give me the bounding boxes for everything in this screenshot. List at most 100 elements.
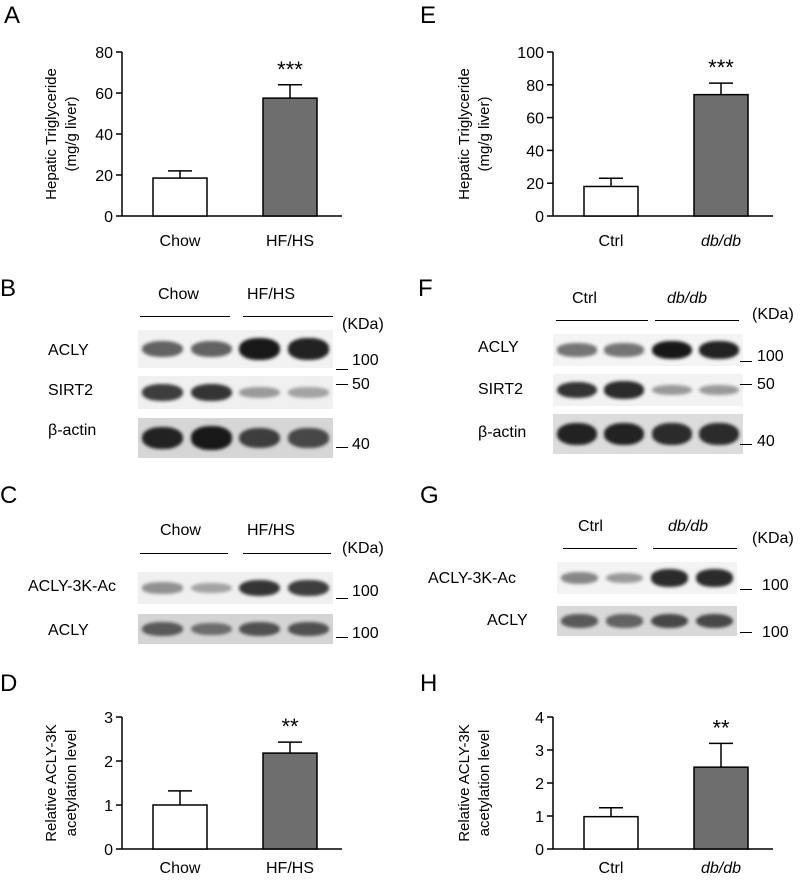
mw-tick <box>336 598 348 599</box>
mw-tick <box>740 444 752 445</box>
group-label-hfhs: HF/HS <box>247 286 295 303</box>
blot-band <box>239 386 281 399</box>
y-tick-label: 2 <box>535 776 544 793</box>
row-label-acly: ACLY <box>478 339 519 356</box>
blot-band <box>190 340 232 358</box>
row-label-acly: ACLY <box>48 342 89 359</box>
significance-label: *** <box>708 55 734 80</box>
blot-band <box>556 343 597 357</box>
bar <box>262 752 318 850</box>
blot-strip-sirt2 <box>553 374 743 406</box>
blot-band <box>604 422 645 446</box>
group-line-chow <box>140 316 230 317</box>
row-label-beta-actin: β-actin <box>48 422 97 439</box>
group-line-hfhs <box>243 553 331 554</box>
blot-strip-acly-3k-ac <box>557 562 737 594</box>
blot-strip-acly <box>138 330 333 368</box>
kda-label: (KDa) <box>752 530 794 547</box>
group-label-ctrl: Ctrl <box>572 290 597 307</box>
panel-letter-a: A <box>4 2 21 29</box>
y-tick-label: 1 <box>535 809 544 826</box>
blot-strip-beta-actin <box>138 418 333 458</box>
bar <box>583 185 639 217</box>
blot-band <box>239 337 281 361</box>
mw-tick <box>740 632 752 633</box>
y-axis-label: (mg/g liver) <box>63 96 80 171</box>
bar <box>152 804 208 850</box>
y-tick-label: 80 <box>526 78 544 95</box>
bar-chart-acetylation-chow: 0 1 2 3 Relative ACLY-3K acetylation level Cho… <box>43 710 342 877</box>
blot-band <box>699 423 740 445</box>
group-label-ctrl: Ctrl <box>578 518 603 535</box>
panel-letter-f: F <box>418 275 433 302</box>
y-tick-label: 80 <box>95 45 113 62</box>
y-tick-label: 3 <box>535 743 544 760</box>
y-axis-label: acetylation level <box>476 730 493 837</box>
blot-band <box>239 427 281 449</box>
mw-label-100: 100 <box>352 352 379 369</box>
blot-band <box>651 340 692 360</box>
blot-band <box>288 338 330 360</box>
blot-band <box>190 426 232 450</box>
group-label-chow: Chow <box>158 286 199 303</box>
kda-label: (KDa) <box>342 540 384 557</box>
category-label: Chow <box>160 233 201 250</box>
panel-letter-h: H <box>420 670 438 697</box>
significance-label: ** <box>281 714 299 739</box>
blot-band <box>556 381 597 399</box>
y-axis-label: Hepatic Triglyceride <box>43 68 60 200</box>
blot-band <box>239 579 281 597</box>
category-label: Ctrl <box>599 233 624 250</box>
panel-letter-c: C <box>0 482 18 509</box>
blot-band <box>141 384 183 401</box>
blot-band <box>239 621 281 637</box>
significance-label: ** <box>712 715 730 740</box>
group-line-ctrl <box>556 320 648 321</box>
y-tick-label: 0 <box>104 842 113 859</box>
mw-label-50: 50 <box>757 376 775 393</box>
panel-letter-g: G <box>420 482 439 509</box>
category-label: db/db <box>701 860 741 877</box>
blot-band <box>605 572 644 584</box>
group-line-ctrl <box>563 548 637 549</box>
blot-band <box>560 572 599 584</box>
row-label-acly: ACLY <box>487 612 528 629</box>
blot-band <box>695 569 734 587</box>
blot-band <box>141 426 183 450</box>
blot-band <box>190 383 232 402</box>
group-label-dbdb: db/db <box>668 518 709 535</box>
blot-band <box>190 622 232 636</box>
blot-strip-beta-actin <box>553 414 743 454</box>
blot-band <box>604 381 645 399</box>
blot-band <box>560 614 599 628</box>
y-axis-label: Hepatic Triglyceride <box>456 68 473 200</box>
bar <box>693 93 749 217</box>
blot-band <box>605 614 644 628</box>
blot-band <box>141 622 183 636</box>
y-tick-label: 1 <box>104 798 113 815</box>
panel-letter-d: D <box>0 670 18 697</box>
group-line-chow <box>140 553 228 554</box>
mw-label-40: 40 <box>757 433 775 450</box>
group-line-dbdb <box>655 320 739 321</box>
y-axis-label: (mg/g liver) <box>476 96 493 171</box>
blot-band <box>650 613 689 629</box>
y-tick-label: 100 <box>517 45 544 62</box>
category-label: HF/HS <box>266 233 314 250</box>
bar-chart-hepatic-tg-chow: 0 20 40 60 80 Hepatic Triglyceride (mg/g liver… <box>43 45 342 250</box>
blot-band <box>650 569 689 587</box>
blot-band <box>651 423 692 445</box>
y-tick-label: 3 <box>104 710 113 727</box>
group-line-hfhs <box>243 316 333 317</box>
category-label: HF/HS <box>266 860 314 877</box>
y-tick-label: 2 <box>104 754 113 771</box>
row-label-beta-actin: β-actin <box>478 424 527 441</box>
blot-band <box>699 384 740 396</box>
mw-label-100: 100 <box>352 583 379 600</box>
mw-label-40: 40 <box>352 436 370 453</box>
bar <box>262 97 318 217</box>
bar-chart-hepatic-tg-dbdb: 0 20 40 60 80 100 Hepatic Triglyceride (mg/g li… <box>456 45 773 250</box>
group-label-chow: Chow <box>160 522 201 539</box>
y-tick-label: 4 <box>535 710 544 727</box>
